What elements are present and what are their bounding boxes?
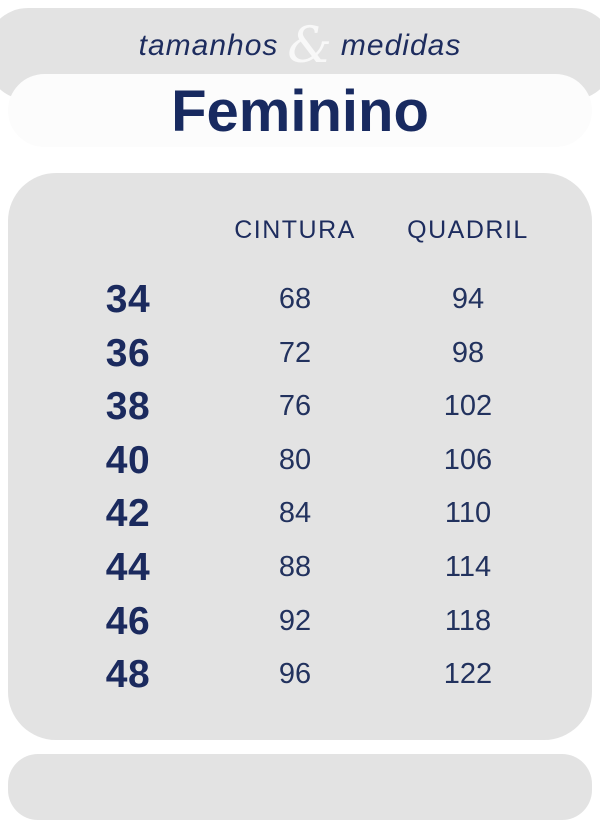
cintura-value: 72 <box>278 336 312 369</box>
measurements-card: 34 36 38 40 42 44 46 48 CINTURA 68 72 76… <box>8 173 592 740</box>
quadril-value: 110 <box>444 497 492 530</box>
size-value: 42 <box>105 492 151 536</box>
ampersand-decoration: & <box>287 16 332 74</box>
quadril-column: QUADRIL 94 98 102 106 110 114 118 122 <box>407 173 529 702</box>
quadril-value: 122 <box>443 658 493 691</box>
cintura-column-rows: 68 72 76 80 84 88 92 96 <box>234 273 356 702</box>
size-value: 34 <box>105 278 151 321</box>
cintura-value: 80 <box>278 443 312 476</box>
quadril-value: 102 <box>443 390 493 423</box>
quadril-value: 98 <box>451 336 485 369</box>
cintura-column-header: CINTURA <box>234 216 356 244</box>
size-value: 44 <box>105 545 151 589</box>
section-title-banner: Feminino <box>8 74 592 147</box>
size-value: 48 <box>105 653 151 697</box>
cintura-value: 84 <box>278 497 312 530</box>
section-title: Feminino <box>171 79 429 144</box>
cintura-value: 88 <box>278 550 312 583</box>
cintura-value: 92 <box>278 604 312 637</box>
quadril-column-header: QUADRIL <box>407 216 529 244</box>
bottom-band-cropped <box>8 754 592 820</box>
cintura-value: 76 <box>278 390 312 423</box>
quadril-column-rows: 94 98 102 106 110 114 118 122 <box>407 273 529 702</box>
size-value: 38 <box>105 385 151 429</box>
subtitle-word-left: tamanhos <box>138 29 279 62</box>
size-column: 34 36 38 40 42 44 46 48 <box>106 173 150 702</box>
quadril-value: 106 <box>443 443 493 476</box>
cintura-column: CINTURA 68 72 76 80 84 88 92 96 <box>234 173 356 702</box>
quadril-value: 118 <box>444 604 492 637</box>
quadril-value: 94 <box>451 283 485 315</box>
size-value: 46 <box>105 599 151 643</box>
cintura-value: 68 <box>278 283 312 315</box>
quadril-value: 114 <box>444 550 492 583</box>
subtitle-word-right: medidas <box>340 29 462 62</box>
size-value: 40 <box>105 438 151 482</box>
size-column-rows: 34 36 38 40 42 44 46 48 <box>106 273 150 702</box>
cintura-value: 96 <box>278 658 312 691</box>
size-value: 36 <box>105 331 151 375</box>
